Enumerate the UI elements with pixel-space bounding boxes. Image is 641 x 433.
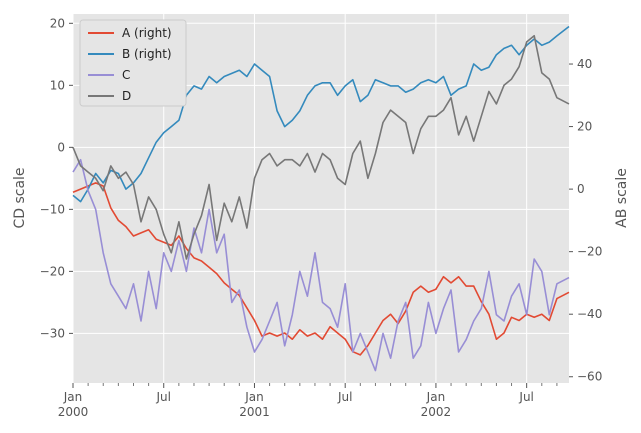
y-left-tick-label: −20 bbox=[40, 264, 65, 278]
legend: A (right) B (right) CD bbox=[79, 19, 187, 107]
y-left-tick-label: 10 bbox=[50, 78, 65, 92]
legend-label: A (right) bbox=[122, 26, 172, 40]
y-left-tick-label: −30 bbox=[40, 326, 65, 340]
y-left-tick-label: 0 bbox=[57, 140, 65, 154]
legend-label: C bbox=[122, 68, 130, 82]
x-tick-year-label: 2001 bbox=[239, 405, 270, 419]
y-right-axis-label: AB scale bbox=[614, 168, 630, 228]
y-right-tick-label: −40 bbox=[577, 307, 602, 321]
x-tick-label: Jan bbox=[63, 390, 83, 404]
x-tick-label: Jul bbox=[337, 390, 352, 404]
series-lines bbox=[72, 25, 570, 372]
series-line-d bbox=[72, 34, 570, 260]
y-left-tick-label: −10 bbox=[40, 202, 65, 216]
y-right-tick-label: −60 bbox=[577, 370, 602, 384]
x-tick-label: Jul bbox=[518, 390, 533, 404]
y-left-tick-label: 20 bbox=[50, 16, 65, 30]
x-tick-label: Jul bbox=[155, 390, 170, 404]
x-tick-year-label: 2000 bbox=[58, 405, 89, 419]
x-tick-year-label: 2002 bbox=[421, 405, 452, 419]
x-tick-label: Jan bbox=[426, 390, 446, 404]
series-line-b-right bbox=[72, 25, 570, 203]
legend-label: B (right) bbox=[122, 47, 172, 61]
legend-label: D bbox=[122, 89, 131, 103]
y-right-tick-label: 40 bbox=[577, 57, 592, 71]
series-line-c bbox=[72, 158, 570, 372]
legend-box bbox=[79, 19, 187, 107]
y-left-axis-label: CD scale bbox=[12, 167, 28, 228]
y-right-tick-label: −20 bbox=[577, 245, 602, 259]
y-right-tick-label: 0 bbox=[577, 182, 585, 196]
x-tick-label: Jan bbox=[244, 390, 264, 404]
y-right-tick-label: 20 bbox=[577, 120, 592, 134]
